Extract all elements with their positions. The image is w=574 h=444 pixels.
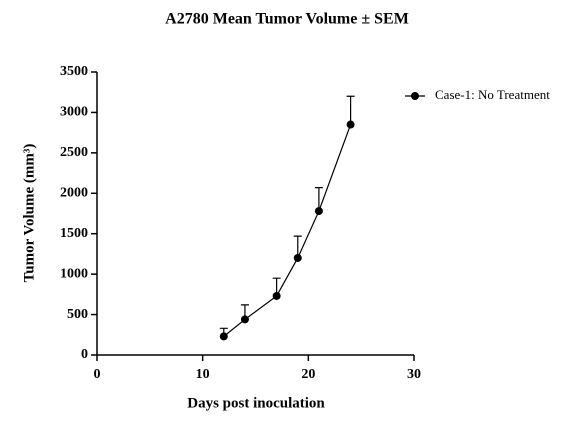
data-point — [314, 207, 323, 216]
data-point — [219, 332, 228, 341]
error-bar — [346, 95, 355, 125]
y-tick-label: 2000 — [60, 186, 88, 201]
x-tick-label: 30 — [407, 367, 421, 382]
x-tick-label: 10 — [196, 367, 210, 382]
data-point — [272, 291, 281, 300]
data-point — [346, 120, 355, 129]
y-tick-label: 500 — [67, 307, 88, 322]
y-tick-label: 3000 — [60, 105, 88, 120]
chart-title: A2780 Mean Tumor Volume ± SEM — [165, 11, 409, 28]
legend-marker — [411, 92, 419, 100]
y-tick-label: 2500 — [60, 145, 88, 160]
y-tick-label: 1000 — [60, 266, 88, 281]
x-axis-label: Days post inoculation — [187, 395, 325, 411]
data-point — [240, 315, 249, 324]
y-tick-label: 3500 — [60, 64, 88, 79]
data-point — [293, 253, 302, 262]
y-axis-label: Tumor Volume (mm³) — [21, 144, 37, 283]
x-tick-label: 0 — [94, 367, 101, 382]
x-tick-label: 20 — [301, 367, 315, 382]
legend-label: Case-1: No Treatment — [435, 87, 550, 102]
series-line — [223, 124, 352, 337]
y-tick-label: 1500 — [60, 226, 88, 241]
y-tick-label: 0 — [81, 347, 88, 362]
